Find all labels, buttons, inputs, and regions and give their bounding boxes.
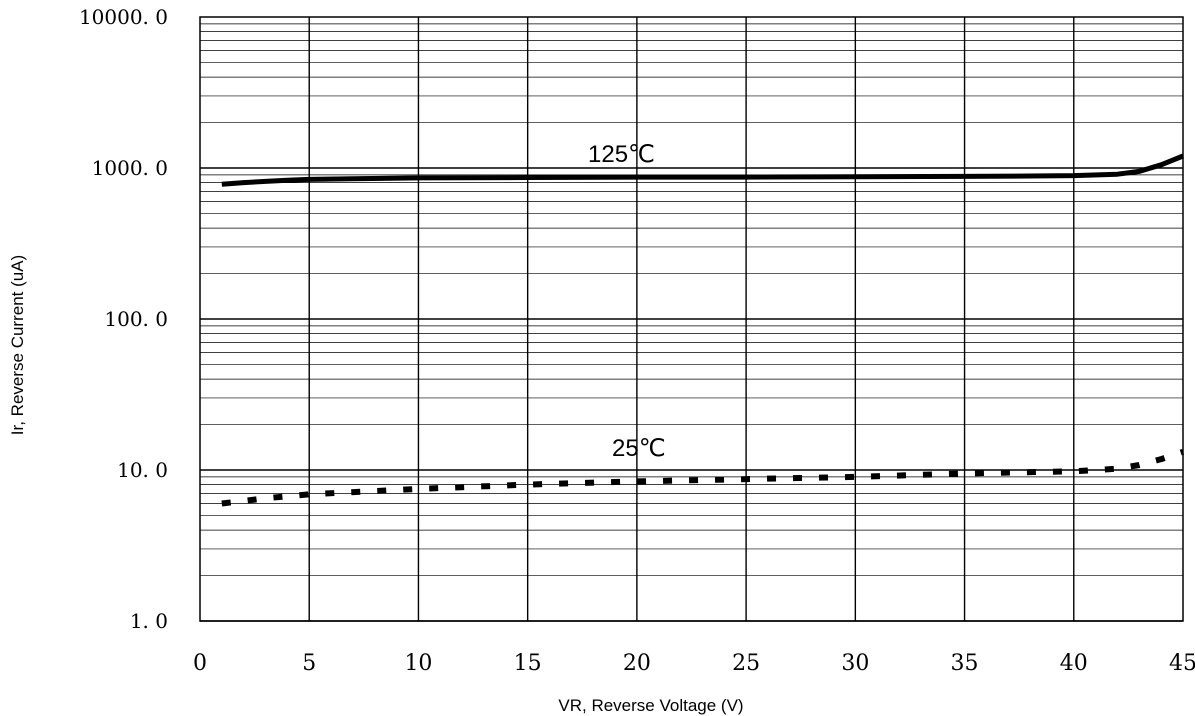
series-label-25c: 25℃ [612,435,666,462]
y-tick-label: 10. 0 [117,458,168,482]
series-lines [221,153,1184,507]
x-tick-label: 30 [841,651,869,676]
x-tick-label: 5 [302,651,316,676]
x-tick-label: 45 [1169,651,1195,676]
tick-labels: 0 5 10 15 20 25 30 35 40 45 1. 0 10. 0 100. 0 1000. 0… [79,5,1195,676]
y-tick-label: 1. 0 [130,609,168,633]
series-line-125c [221,153,1184,187]
x-tick-label: 40 [1060,651,1088,676]
y-tick-label: 1000. 0 [92,156,168,180]
plot-frame [199,16,1184,622]
grid [200,17,1183,622]
series-label-125c: 125℃ [588,141,655,168]
x-tick-label: 20 [623,651,651,676]
x-axis-label: VR, Reverse Voltage (V) [558,696,743,715]
x-tick-label: 25 [732,651,760,676]
y-tick-label: 100. 0 [104,307,168,331]
x-tick-label: 0 [193,651,207,676]
x-tick-label: 10 [404,651,432,676]
y-tick-label: 10000. 0 [79,5,168,29]
x-tick-label: 15 [514,651,542,676]
y-axis-label: Ir, Reverse Current (uA) [8,255,27,435]
series-line-25c [221,448,1184,507]
x-tick-label: 35 [951,651,979,676]
